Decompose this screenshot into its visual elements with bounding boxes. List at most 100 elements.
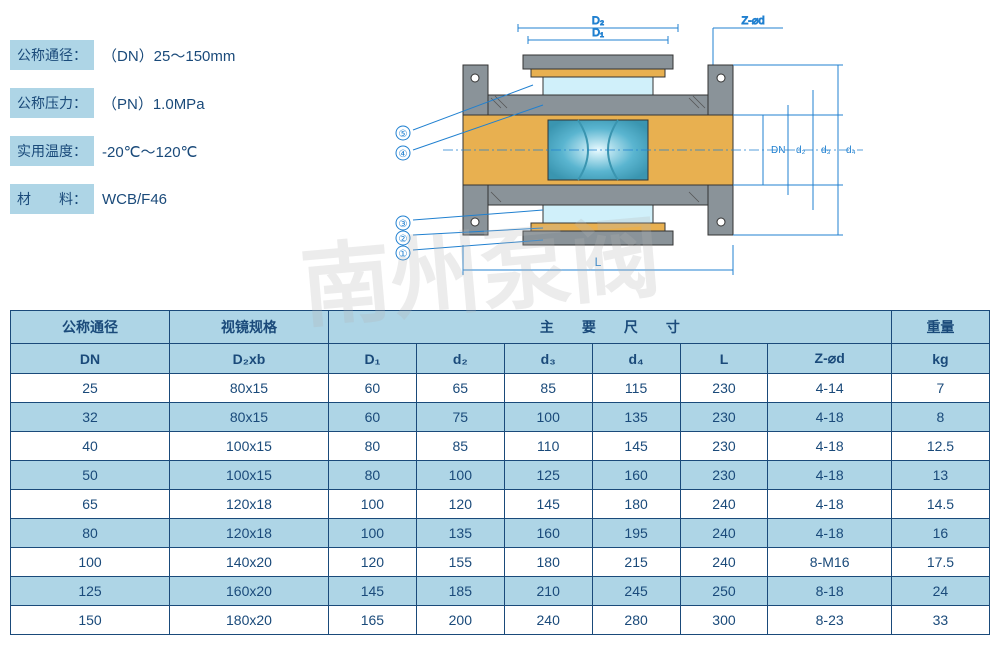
table-cell: 245 (592, 577, 680, 606)
table-row: 125160x201451852102452508-1824 (11, 577, 990, 606)
table-cell: 125 (11, 577, 170, 606)
table-cell: 160x20 (169, 577, 328, 606)
table-cell: 60 (328, 374, 416, 403)
table-cell: 8-23 (768, 606, 891, 635)
table-cell: 180 (592, 490, 680, 519)
spec-value: （DN）25～150mm (102, 45, 235, 66)
table-cell: 100x15 (169, 432, 328, 461)
th-col: L (680, 344, 768, 374)
table-cell: 240 (680, 548, 768, 577)
th-col: kg (891, 344, 989, 374)
table-body: 2580x156065851152304-1473280x15607510013… (11, 374, 990, 635)
table-head: 公称通径 视镜规格 主 要 尺 寸 重量 DND₂xbD₁d₂d₃d₄LZ-⌀d… (11, 311, 990, 374)
table-cell: 230 (680, 461, 768, 490)
table-cell: 33 (891, 606, 989, 635)
spec-row: 材 料： WCB/F46 (10, 184, 235, 214)
th-dn-group: 公称通径 (11, 311, 170, 344)
table-cell: 80x15 (169, 374, 328, 403)
table-cell: 120 (328, 548, 416, 577)
table-cell: 240 (680, 519, 768, 548)
table-row: 2580x156065851152304-147 (11, 374, 990, 403)
spec-label: 公称通径： (10, 40, 94, 70)
table-cell: 40 (11, 432, 170, 461)
table-cell: 25 (11, 374, 170, 403)
table-cell: 8-18 (768, 577, 891, 606)
table-cell: 160 (592, 461, 680, 490)
spec-value: -20℃～120℃ (102, 141, 197, 162)
table-cell: 230 (680, 403, 768, 432)
table-cell: 300 (680, 606, 768, 635)
th-col: Z-⌀d (768, 344, 891, 374)
table-cell: 13 (891, 461, 989, 490)
table-cell: 135 (592, 403, 680, 432)
th-col: D₂xb (169, 344, 328, 374)
spec-label: 材 料： (10, 184, 94, 214)
top-section: 公称通径： （DN）25～150mm 公称压力： （PN）1.0MPa 实用温度… (10, 10, 990, 290)
table-cell: 110 (504, 432, 592, 461)
svg-text:①: ① (398, 249, 407, 260)
table-row: 40100x1580851101452304-1812.5 (11, 432, 990, 461)
table-cell: 17.5 (891, 548, 989, 577)
table-cell: 8 (891, 403, 989, 432)
table-cell: 100 (328, 490, 416, 519)
th-col: d₂ (416, 344, 504, 374)
table-cell: 80 (11, 519, 170, 548)
th-sight-group: 视镜规格 (169, 311, 328, 344)
dim-d2s-label: d₂ (796, 145, 806, 156)
table-cell: 230 (680, 432, 768, 461)
table-cell: 185 (416, 577, 504, 606)
th-col: d₄ (592, 344, 680, 374)
spec-value: WCB/F46 (102, 191, 167, 208)
spec-list: 公称通径： （DN）25～150mm 公称压力： （PN）1.0MPa 实用温度… (10, 10, 235, 290)
table-cell: 100 (504, 403, 592, 432)
table-cell: 4-18 (768, 461, 891, 490)
table-row: 3280x1560751001352304-188 (11, 403, 990, 432)
table-row: 50100x15801001251602304-1813 (11, 461, 990, 490)
th-weight: 重量 (891, 311, 989, 344)
spec-row: 公称压力： （PN）1.0MPa (10, 88, 235, 118)
table-cell: 135 (416, 519, 504, 548)
table-cell: 80 (328, 461, 416, 490)
table-row: 65120x181001201451802404-1814.5 (11, 490, 990, 519)
table-cell: 4-14 (768, 374, 891, 403)
table-cell: 14.5 (891, 490, 989, 519)
table-cell: 4-18 (768, 490, 891, 519)
table-row: 100140x201201551802152408-M1617.5 (11, 548, 990, 577)
table-cell: 100x15 (169, 461, 328, 490)
table-cell: 195 (592, 519, 680, 548)
table-cell: 85 (504, 374, 592, 403)
table-cell: 145 (592, 432, 680, 461)
table-cell: 180x20 (169, 606, 328, 635)
table-cell: 80 (328, 432, 416, 461)
th-col: d₃ (504, 344, 592, 374)
dim-d4-label: d₄ (846, 145, 856, 156)
diagram-area: D₂ D₁ Z-⌀d (255, 10, 990, 290)
table-cell: 280 (592, 606, 680, 635)
spec-row: 实用温度： -20℃～120℃ (10, 136, 235, 166)
table-cell: 4-18 (768, 432, 891, 461)
table-cell: 8-M16 (768, 548, 891, 577)
spec-label: 公称压力： (10, 88, 94, 118)
table-cell: 125 (504, 461, 592, 490)
table-cell: 7 (891, 374, 989, 403)
table-cell: 100 (11, 548, 170, 577)
table-cell: 230 (680, 374, 768, 403)
dim-dn-label: DN (771, 145, 785, 156)
table-cell: 240 (504, 606, 592, 635)
dimension-table: 公称通径 视镜规格 主 要 尺 寸 重量 DND₂xbD₁d₂d₃d₄LZ-⌀d… (10, 310, 990, 635)
table-cell: 120x18 (169, 490, 328, 519)
table-cell: 140x20 (169, 548, 328, 577)
dim-d3-label: d₃ (821, 145, 831, 156)
dim-zd-label: Z-⌀d (741, 15, 764, 27)
dim-l-label: L (594, 255, 601, 269)
table-cell: 160 (504, 519, 592, 548)
spec-value: （PN）1.0MPa (102, 93, 205, 114)
table-cell: 155 (416, 548, 504, 577)
svg-text:④: ④ (398, 149, 407, 160)
table-cell: 210 (504, 577, 592, 606)
svg-text:②: ② (398, 234, 407, 245)
th-main-dims: 主 要 尺 寸 (328, 311, 891, 344)
table-cell: 32 (11, 403, 170, 432)
th-col: DN (11, 344, 170, 374)
table-cell: 115 (592, 374, 680, 403)
